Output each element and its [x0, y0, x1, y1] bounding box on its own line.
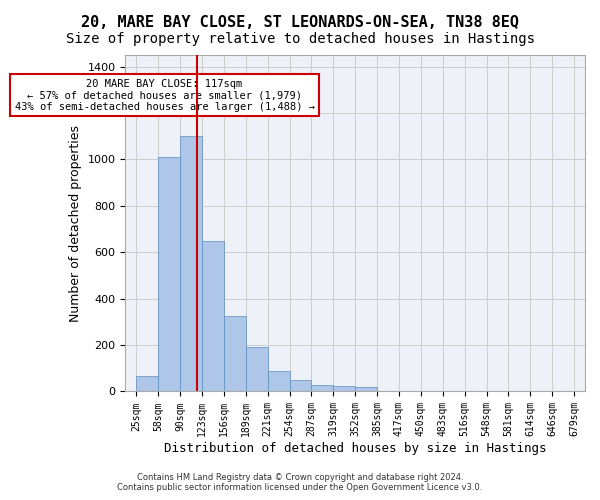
Bar	[355, 388, 377, 392]
Bar	[334, 386, 355, 392]
Bar	[224, 316, 246, 392]
Bar	[268, 370, 290, 392]
Text: Contains HM Land Registry data © Crown copyright and database right 2024.
Contai: Contains HM Land Registry data © Crown c…	[118, 473, 482, 492]
Bar	[246, 348, 268, 392]
Bar	[136, 376, 158, 392]
Bar	[180, 136, 202, 392]
Text: 20, MARE BAY CLOSE, ST LEONARDS-ON-SEA, TN38 8EQ: 20, MARE BAY CLOSE, ST LEONARDS-ON-SEA, …	[81, 15, 519, 30]
Y-axis label: Number of detached properties: Number of detached properties	[69, 124, 82, 322]
Text: Size of property relative to detached houses in Hastings: Size of property relative to detached ho…	[65, 32, 535, 46]
Bar	[202, 240, 224, 392]
Bar	[311, 385, 334, 392]
Bar	[290, 380, 311, 392]
Text: 20 MARE BAY CLOSE: 117sqm
← 57% of detached houses are smaller (1,979)
43% of se: 20 MARE BAY CLOSE: 117sqm ← 57% of detac…	[14, 78, 314, 112]
X-axis label: Distribution of detached houses by size in Hastings: Distribution of detached houses by size …	[164, 442, 547, 455]
Bar	[158, 157, 180, 392]
